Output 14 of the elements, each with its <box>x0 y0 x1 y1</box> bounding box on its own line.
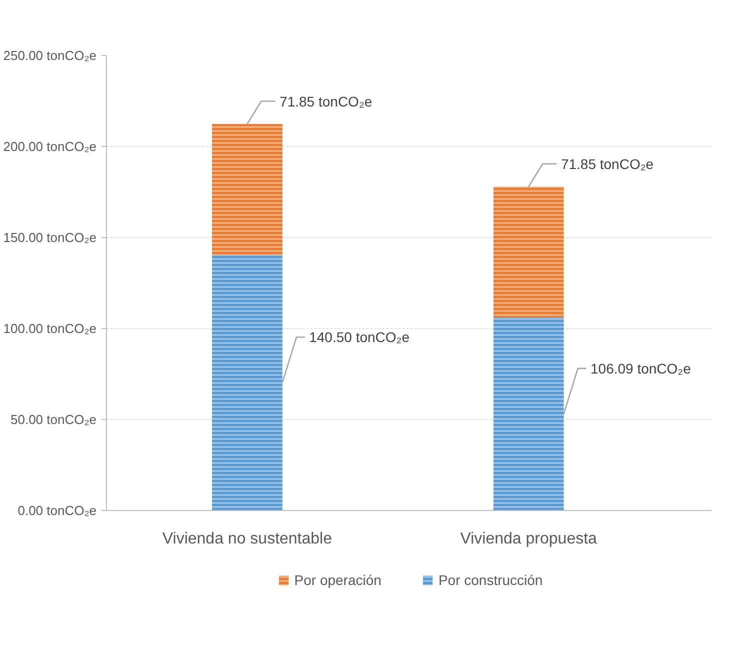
x-tick-label: Vivienda propuesta <box>460 530 598 548</box>
legend-label: Por operación <box>294 572 382 588</box>
legend-label: Por construcción <box>438 572 543 588</box>
y-tick-label: 200.00 tonCO₂e <box>3 139 97 154</box>
data-label: 71.85 tonCO₂e <box>560 156 654 172</box>
y-tick-label: 0.00 tonCO₂e <box>18 503 97 518</box>
data-label: 140.50 tonCO₂e <box>309 329 410 346</box>
data-label: 106.09 tonCO₂e <box>590 360 692 376</box>
y-tick-label: 50.00 tonCO₂e <box>10 412 97 427</box>
y-tick-label: 100.00 tonCO₂e <box>3 321 97 336</box>
data-label: 71.85 tonCO₂e <box>280 93 372 110</box>
y-tick-label: 150.00 tonCO₂e <box>3 230 97 245</box>
y-tick-label: 250.00 tonCO₂e <box>3 48 97 63</box>
x-tick-label: Vivienda no sustentable <box>162 530 332 548</box>
